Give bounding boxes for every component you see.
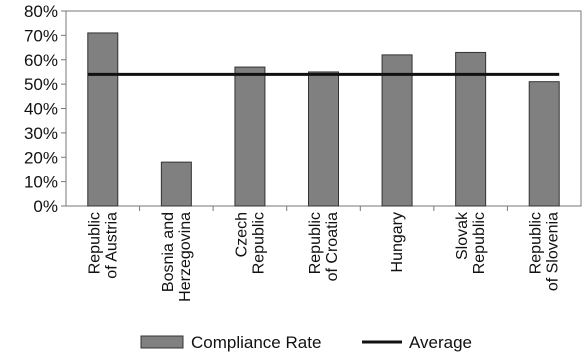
- y-tick-label: 70%: [24, 26, 58, 45]
- y-tick-label: 80%: [24, 2, 58, 21]
- x-category-label: Republicof Croatia: [307, 212, 341, 281]
- x-category-label-line: Herzegovina: [177, 212, 194, 302]
- bar: [381, 54, 413, 207]
- bar: [234, 66, 266, 207]
- x-category-label-line: Slovak: [454, 211, 471, 260]
- x-category-label-line: Republic: [471, 212, 488, 274]
- x-category-label: CzechRepublic: [233, 212, 267, 274]
- y-tick-label: 30%: [24, 124, 58, 143]
- x-category-label-line: Republic: [250, 212, 267, 274]
- y-axis: 0% 10% 20% 30% 40% 50% 60% 70% 80%: [24, 2, 66, 216]
- y-tick-label: 50%: [24, 75, 58, 94]
- y-tick-label: 60%: [24, 51, 58, 70]
- y-tick-label: 0%: [33, 197, 58, 216]
- x-category-label-line: of Slovenia: [545, 212, 562, 291]
- x-category-label-line: Republic: [86, 212, 103, 274]
- plot-area: 0%10%20%30%40%50%60%70%80% Republicof Au…: [24, 2, 582, 302]
- bars: [87, 32, 560, 207]
- x-category-label: Republicof Austria: [86, 212, 120, 279]
- x-category-label-line: Bosnia and: [160, 212, 177, 292]
- x-category-label: Hungary: [389, 212, 406, 272]
- legend: Compliance Rate Average: [140, 333, 472, 352]
- legend-label-compliance-rate: Compliance Rate: [191, 333, 321, 352]
- bar: [455, 51, 487, 207]
- y-tick-label: 20%: [24, 148, 58, 167]
- y-tick-label: 10%: [24, 173, 58, 192]
- bar: [308, 71, 339, 207]
- x-category-label-line: of Austria: [103, 212, 120, 279]
- legend-label-average: Average: [409, 333, 472, 352]
- x-category-label: Republicof Slovenia: [528, 212, 562, 291]
- x-axis: Republicof Austria Bosnia andHerzegovina C…: [86, 206, 562, 302]
- x-category-label-line: of Croatia: [324, 212, 341, 281]
- x-category-label-line: Republic: [307, 212, 324, 274]
- bar: [528, 81, 560, 207]
- bar: [87, 32, 119, 207]
- y-tick-label: 40%: [24, 100, 58, 119]
- x-category-label-line: Republic: [528, 212, 545, 274]
- legend-swatch-compliance-rate: [140, 335, 184, 349]
- x-category-label: SlovakRepublic: [454, 211, 488, 274]
- x-category-label-line: Czech: [233, 212, 250, 257]
- bar: [160, 161, 192, 207]
- x-category-label-line: Hungary: [389, 212, 406, 272]
- x-category-label: Bosnia andHerzegovina: [160, 212, 194, 302]
